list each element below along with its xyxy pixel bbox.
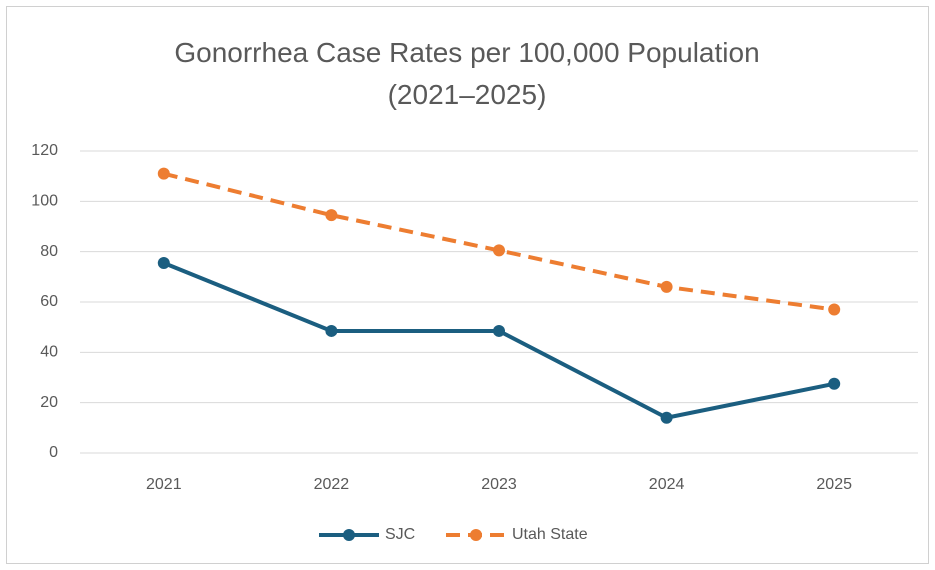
legend-label: SJC [385, 526, 415, 543]
x-tick-label: 2022 [314, 476, 350, 493]
legend-marker [470, 529, 482, 541]
x-tick-label: 2024 [649, 476, 685, 493]
point [325, 209, 338, 222]
point [157, 256, 170, 269]
y-tick-label: 80 [40, 243, 58, 260]
x-tick-label: 2025 [816, 476, 852, 493]
y-tick-label: 100 [31, 193, 58, 210]
y-tick-label: 60 [40, 293, 58, 310]
series-line [163, 171, 835, 312]
chart-border [6, 6, 929, 564]
point [157, 167, 170, 180]
chart-title: Gonorrhea Case Rates per 100,000 Populat… [174, 37, 760, 110]
legend-label: Utah State [512, 526, 588, 543]
point [325, 324, 338, 337]
series-line [163, 261, 835, 420]
point [828, 303, 841, 316]
point [493, 324, 505, 337]
point [493, 244, 505, 257]
y-tick-label: 0 [49, 444, 58, 461]
legend-marker [343, 529, 355, 541]
y-tick-label: 20 [40, 394, 58, 411]
point [660, 280, 673, 293]
y-tick-label: 40 [40, 344, 58, 361]
x-tick-label: 2021 [146, 476, 182, 493]
point [660, 411, 673, 424]
y-tick-label: 120 [31, 142, 58, 159]
x-tick-label: 2023 [481, 476, 517, 493]
point [828, 377, 841, 390]
